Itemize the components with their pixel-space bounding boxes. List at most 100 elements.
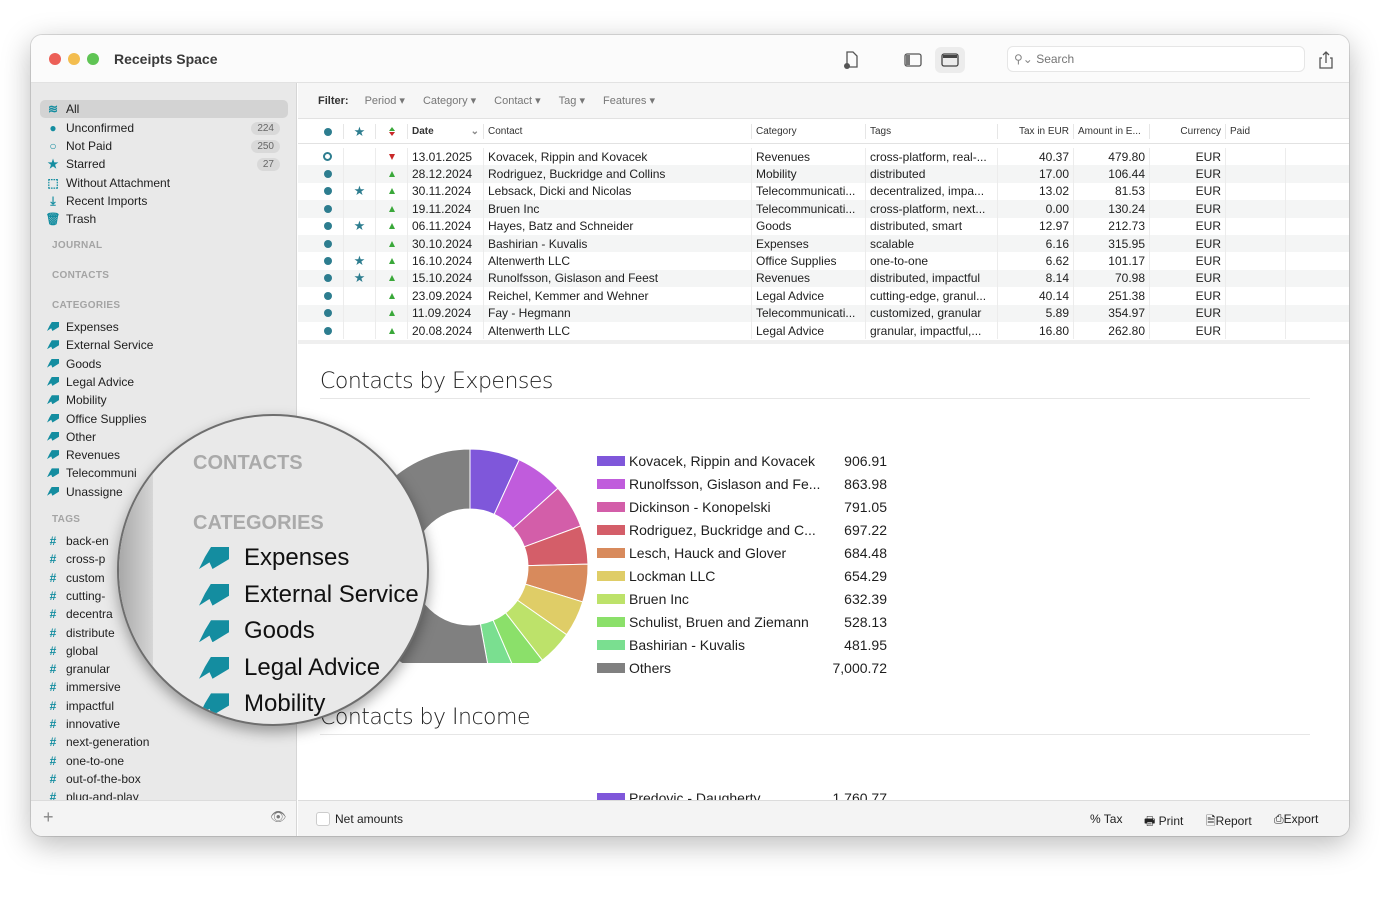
- sidebar-item-recent-imports[interactable]: ⤓ Recent Imports: [40, 192, 288, 210]
- sidebar-category[interactable]: Legal Advice: [40, 373, 288, 391]
- sidebar-tag[interactable]: # granular: [40, 660, 288, 678]
- table-row[interactable]: ★ 15.10.2024 Runolfsson, Gislason and Fees…: [298, 269, 1349, 288]
- sidebar-category[interactable]: Other: [40, 428, 288, 446]
- chart-title-expenses: Contacts by Expenses: [320, 369, 553, 394]
- legend-item[interactable]: Kovacek, Rippin and Kovacek 906.91: [597, 449, 887, 472]
- table-row[interactable]: ★ 16.10.2024 Altenwerth LLC Office Supplies…: [298, 252, 1349, 270]
- section-heading-contacts[interactable]: CONTACTS: [52, 270, 110, 281]
- export-button[interactable]: ⎙Export: [1274, 812, 1319, 826]
- header-amount[interactable]: Amount in E...: [1074, 124, 1150, 139]
- add-button[interactable]: +: [43, 807, 54, 827]
- sidebar-category[interactable]: Expenses: [40, 318, 288, 336]
- header-date[interactable]: Date ⌄: [408, 124, 484, 139]
- header-contact[interactable]: Contact: [484, 124, 752, 139]
- net-amounts-checkbox[interactable]: [316, 812, 330, 826]
- cell-tags: decentralized, impa...: [866, 182, 998, 201]
- sidebar-item-starred[interactable]: ★ Starred 27: [40, 155, 288, 173]
- table-row[interactable]: 30.10.2024 Bashirian - Kuvalis Expenses sca…: [298, 235, 1349, 253]
- table-row[interactable]: 23.09.2024 Reichel, Kemmer and Wehner Lega…: [298, 287, 1349, 305]
- sidebar-tag[interactable]: # innovative: [40, 715, 288, 733]
- new-document-button[interactable]: [836, 47, 866, 73]
- legend-swatch: [597, 616, 625, 627]
- legend-item[interactable]: Dickinson - Konopelski 791.05: [597, 495, 887, 518]
- sidebar-item-all[interactable]: ≋ All: [40, 100, 288, 118]
- sidebar-tag[interactable]: # custom: [40, 569, 288, 587]
- legend-item[interactable]: Schulist, Bruen and Ziemann 528.13: [597, 610, 887, 633]
- sidebar-tag[interactable]: # plug-and-play: [40, 788, 288, 800]
- report-button[interactable]: 🗎Report: [1206, 814, 1252, 828]
- sidebar-category[interactable]: Mobility: [40, 391, 288, 409]
- sidebar-tag[interactable]: # distribute: [40, 624, 288, 642]
- legend-swatch: [597, 792, 625, 803]
- sidebar-item-trash[interactable]: 🗑 Trash: [40, 210, 288, 228]
- header-tags[interactable]: Tags: [866, 124, 998, 139]
- sidebar-tag[interactable]: # global: [40, 642, 288, 660]
- table-row[interactable]: 13.01.2025 Kovacek, Rippin and Kovacek Rev…: [298, 148, 1349, 166]
- table-row[interactable]: 28.12.2024 Rodriguez, Buckridge and Colli…: [298, 165, 1349, 183]
- sidebar-tag[interactable]: # one-to-one: [40, 752, 288, 770]
- sidebar-tag[interactable]: # back-en: [40, 532, 288, 550]
- legend-item[interactable]: Bashirian - Kuvalis 481.95: [597, 633, 887, 656]
- category-label: Legal Advice: [66, 374, 135, 389]
- table-row[interactable]: ★ 06.11.2024 Hayes, Batz and Schneider Good…: [298, 217, 1349, 235]
- header-paid[interactable]: Paid: [1230, 126, 1251, 137]
- minimize-button[interactable]: [68, 53, 80, 65]
- sidebar-tag[interactable]: # cutting-: [40, 587, 288, 605]
- share-button[interactable]: [1311, 47, 1341, 73]
- filter-tag[interactable]: Tag ▾: [558, 95, 585, 107]
- header-direction[interactable]: [376, 124, 408, 139]
- section-heading-categories_heading[interactable]: CATEGORIES: [52, 300, 121, 311]
- legend-item[interactable]: Lesch, Hauck and Glover 684.48: [597, 541, 887, 564]
- sidebar-item-not-paid[interactable]: ○ Not Paid 250: [40, 137, 288, 155]
- sidebar-item-without-attachment[interactable]: ⬚ Without Attachment: [40, 174, 288, 192]
- table-row[interactable]: ★ 30.11.2024 Lebsack, Dicki and Nicolas Tel…: [298, 182, 1349, 201]
- filter-contact[interactable]: Contact ▾: [494, 95, 541, 107]
- legend-item[interactable]: Runolfsson, Gislason and Fe... 863.98: [597, 472, 887, 495]
- filter-features[interactable]: Features ▾: [602, 95, 655, 107]
- header-status[interactable]: [312, 124, 344, 139]
- filter-period[interactable]: Period ▾: [364, 95, 405, 107]
- tax-button[interactable]: % Tax: [1090, 812, 1123, 826]
- print-button[interactable]: 🖶 Print: [1144, 814, 1184, 828]
- legend-item[interactable]: Lockman LLC 654.29: [597, 564, 887, 587]
- search-field[interactable]: ⚲⌄: [1007, 46, 1305, 72]
- table-row[interactable]: 20.08.2024 Altenwerth LLC Legal Advice gran…: [298, 322, 1349, 340]
- category-pin-icon: [47, 340, 59, 350]
- sidebar-tag[interactable]: # immersive: [40, 678, 288, 696]
- legend-item[interactable]: Others 7,000.72: [597, 656, 887, 679]
- sidebar-toggle-icon: [904, 53, 922, 67]
- header-star[interactable]: ★: [344, 124, 376, 139]
- sidebar-toggle-button[interactable]: [898, 47, 928, 73]
- sidebar-tag[interactable]: # next-generation: [40, 733, 288, 751]
- table-row[interactable]: 19.11.2024 Bruen Inc Telecommunicati... cro…: [298, 200, 1349, 218]
- cell-tags: one-to-one: [866, 252, 998, 270]
- category-label: Mobility: [244, 690, 326, 718]
- table-row[interactable]: 11.09.2024 Fay - Hegmann Telecommunicati..…: [298, 304, 1349, 322]
- zoom-button[interactable]: [87, 53, 99, 65]
- sidebar-category[interactable]: Unassigne: [40, 483, 288, 501]
- section-heading-tags_heading[interactable]: TAGS: [52, 514, 81, 525]
- sidebar-category[interactable]: Revenues: [40, 446, 288, 464]
- header-currency[interactable]: Currency: [1150, 124, 1226, 139]
- filter-category[interactable]: Category ▾: [422, 95, 477, 107]
- eye-icon[interactable]: 👁: [270, 809, 287, 824]
- sidebar-tag[interactable]: # cross-p: [40, 550, 288, 568]
- sidebar-tag[interactable]: # out-of-the-box: [40, 770, 288, 788]
- legend-item[interactable]: Rodriguez, Buckridge and C... 697.22: [597, 518, 887, 541]
- sidebar-item-unconfirmed[interactable]: ● Unconfirmed 224: [40, 119, 288, 137]
- header-tax[interactable]: Tax in EUR: [998, 124, 1074, 139]
- sidebar-category[interactable]: Goods: [40, 355, 288, 373]
- net-amounts-label: Net amounts: [335, 812, 404, 826]
- legend-label: Lesch, Hauck and Glover: [629, 544, 787, 561]
- legend-item[interactable]: Bruen Inc 632.39: [597, 587, 887, 610]
- header-category[interactable]: Category: [752, 124, 866, 139]
- close-button[interactable]: [49, 53, 61, 65]
- tag-label: custom: [66, 570, 105, 585]
- sidebar-category[interactable]: External Service: [40, 336, 288, 354]
- section-heading-journal[interactable]: JOURNAL: [52, 240, 103, 251]
- panel-layout-button[interactable]: [935, 47, 965, 73]
- sidebar-tag[interactable]: # decentra: [40, 605, 288, 623]
- search-input[interactable]: [1036, 52, 1287, 66]
- category-pin-icon: [47, 395, 59, 405]
- sidebar-tag[interactable]: # impactful: [40, 697, 288, 715]
